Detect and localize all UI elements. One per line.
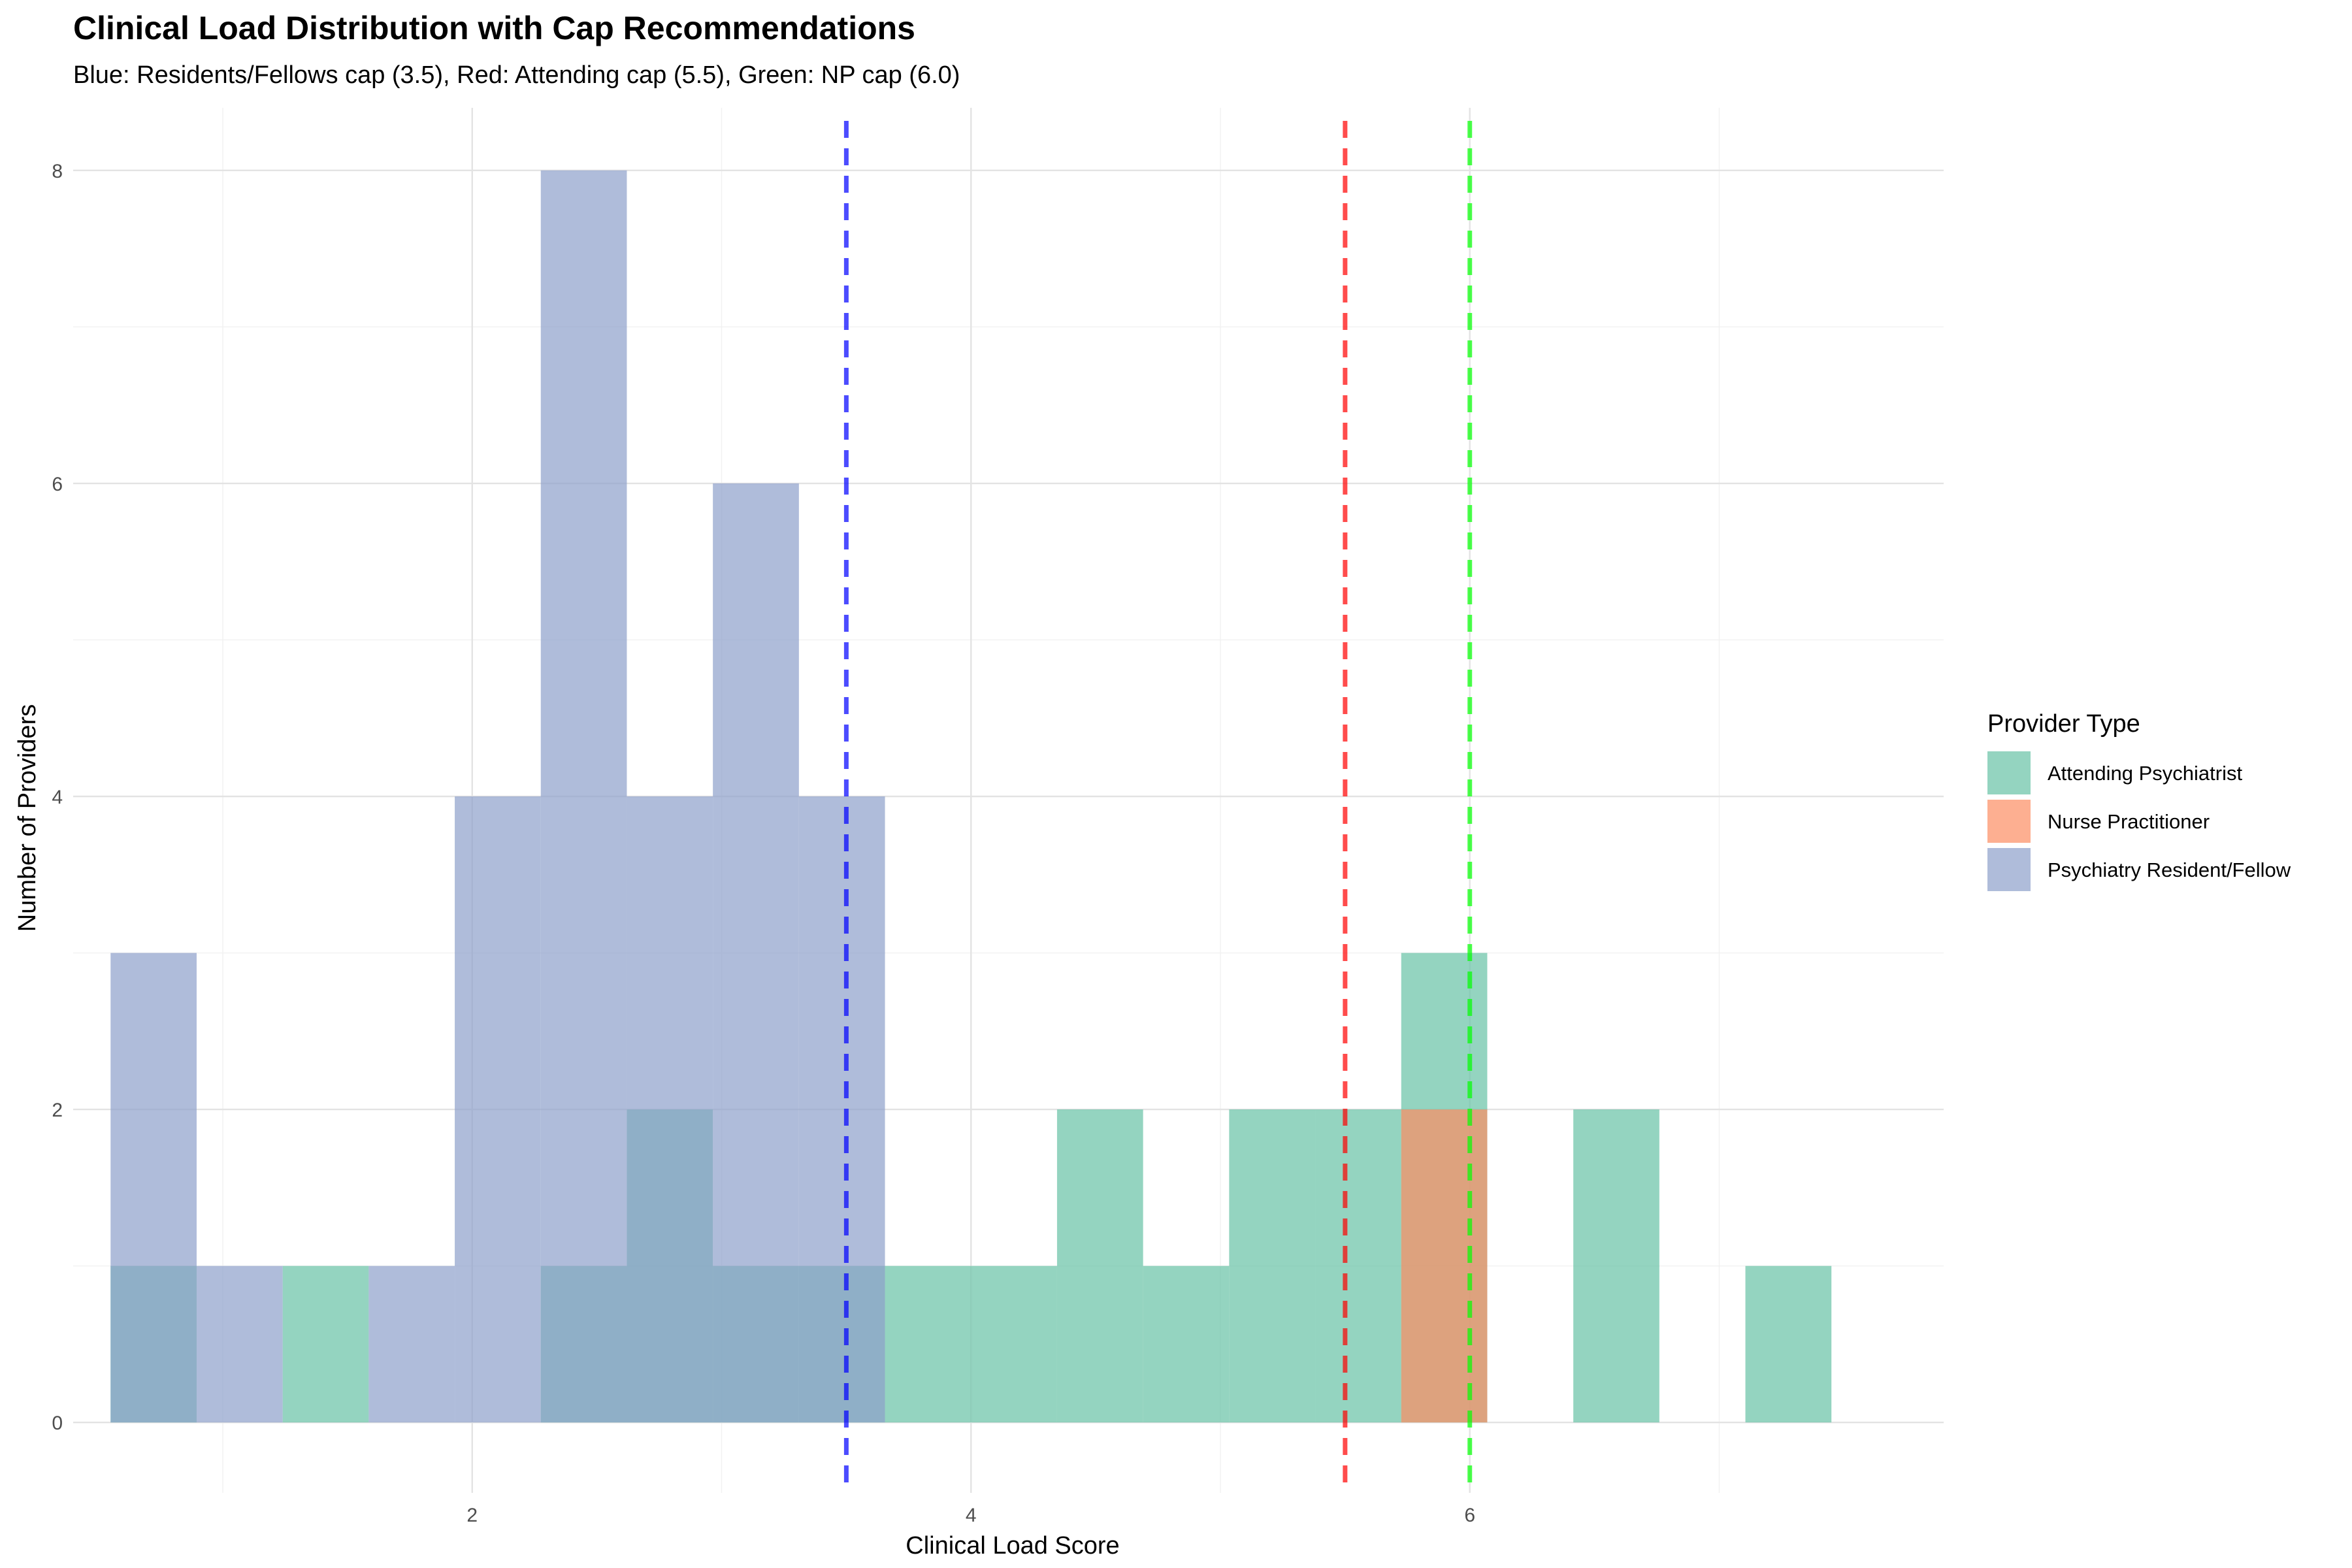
x-axis-title: Clinical Load Score <box>906 1532 1119 1560</box>
x-tick-label: 6 <box>1464 1505 1475 1526</box>
bar-psychiatry-resident-fellow <box>196 1266 283 1423</box>
y-axis-ticks: 0 2 4 6 8 <box>52 161 63 1434</box>
legend-label: Nurse Practitioner <box>2048 810 2210 833</box>
bar-nurse-practitioner <box>1401 1109 1488 1423</box>
bar-attending-psychiatrist <box>1745 1266 1832 1423</box>
bar-psychiatry-resident-fellow <box>540 170 627 1423</box>
chart-title: Clinical Load Distribution with Cap Reco… <box>73 10 915 46</box>
bar-attending-psychiatrist <box>1056 1109 1143 1423</box>
x-axis-ticks: 2 4 6 <box>466 1505 1475 1526</box>
y-tick-label: 4 <box>52 787 63 808</box>
bar-psychiatry-resident-fellow <box>368 1266 455 1423</box>
y-tick-label: 8 <box>52 161 63 182</box>
bar-psychiatry-resident-fellow <box>627 796 713 1423</box>
bar-psychiatry-resident-fellow <box>110 953 197 1423</box>
x-tick-label: 4 <box>966 1505 977 1526</box>
bar-attending-psychiatrist <box>885 1266 972 1423</box>
bar-attending-psychiatrist <box>1573 1109 1659 1423</box>
legend-label: Attending Psychiatrist <box>2048 762 2242 785</box>
chart-subtitle: Blue: Residents/Fellows cap (3.5), Red: … <box>73 61 960 89</box>
histogram-bars <box>110 170 1832 1423</box>
bar-attending-psychiatrist <box>282 1266 369 1423</box>
bar-attending-psychiatrist <box>1143 1266 1230 1423</box>
x-tick-label: 2 <box>466 1505 478 1526</box>
y-tick-label: 6 <box>52 474 63 495</box>
cap-reference-lines <box>843 121 1473 1493</box>
legend: Provider Type Attending Psychiatrist Nurs… <box>1987 710 2291 891</box>
legend-title: Provider Type <box>1987 710 2140 738</box>
bar-psychiatry-resident-fellow <box>455 796 541 1423</box>
y-tick-label: 0 <box>52 1413 63 1434</box>
bar-psychiatry-resident-fellow <box>713 483 799 1423</box>
legend-label: Psychiatry Resident/Fellow <box>2048 858 2291 881</box>
y-tick-label: 2 <box>52 1100 63 1121</box>
bar-attending-psychiatrist <box>1315 1109 1401 1423</box>
bar-attending-psychiatrist <box>971 1266 1057 1423</box>
bar-psychiatry-resident-fellow <box>798 796 885 1423</box>
bar-attending-psychiatrist <box>1229 1109 1316 1423</box>
y-axis-title: Number of Providers <box>14 704 41 932</box>
legend-key <box>1987 751 2031 794</box>
legend-key <box>1987 800 2031 843</box>
legend-key <box>1987 848 2031 891</box>
